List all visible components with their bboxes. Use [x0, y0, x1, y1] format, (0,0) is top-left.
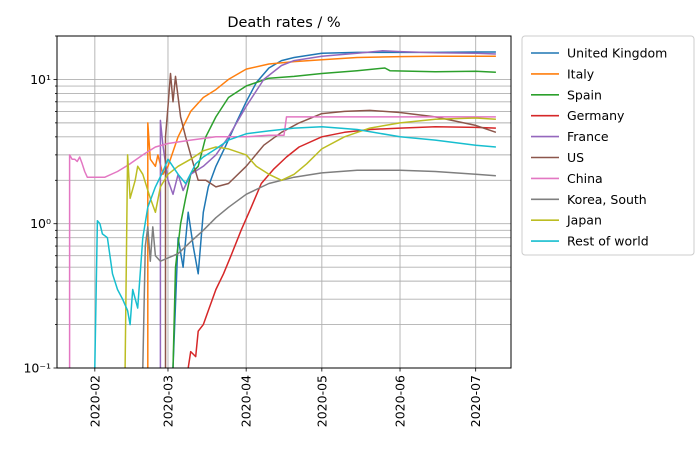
x-tick-label: 2020-05	[314, 375, 329, 427]
legend-entry: Italy	[567, 66, 595, 81]
legend-entry: Rest of world	[567, 234, 649, 249]
series-line-spain	[172, 67, 496, 368]
y-tick-label: 10⁻¹	[23, 361, 51, 376]
legend-entry: US	[567, 150, 584, 165]
series-line-china	[68, 116, 496, 368]
legend-entry: Japan	[566, 213, 602, 228]
plot-area-frame	[56, 35, 512, 369]
y-axis: 10⁻¹ 10⁰ 10¹	[23, 35, 57, 376]
chart-title: Death rates / %	[227, 15, 340, 31]
legend-entry: Korea, South	[567, 192, 647, 207]
series-line-italy	[147, 55, 496, 368]
x-axis: 2020-02 2020-03 2020-04 2020-05 2020-06 2020-…	[87, 368, 483, 427]
grid	[57, 35, 511, 369]
y-tick-label: 10⁰	[30, 216, 51, 231]
series-lines	[68, 50, 497, 368]
series-line-japan	[124, 117, 496, 368]
x-tick-label: 2020-07	[468, 375, 483, 427]
x-tick-label: 2020-02	[87, 375, 102, 427]
series-line-rest-of-world	[94, 125, 496, 368]
legend-entry: Spain	[567, 87, 602, 102]
legend-entry: China	[567, 171, 603, 186]
series-line-united-kingdom	[172, 51, 496, 368]
legend-entry: Germany	[567, 108, 625, 123]
legend: United Kingdom Italy Spain Germany France US C…	[521, 35, 695, 256]
series-line-korea-south	[142, 169, 496, 368]
x-tick-label: 2020-03	[160, 375, 175, 427]
x-tick-label: 2020-06	[393, 375, 408, 427]
legend-box	[521, 35, 695, 256]
x-tick-label: 2020-04	[239, 375, 254, 427]
series-line-germany	[187, 125, 496, 368]
series-line-france	[159, 50, 496, 368]
legend-entry: France	[567, 129, 609, 144]
y-tick-label: 10¹	[30, 72, 51, 87]
legend-entry: United Kingdom	[567, 46, 667, 61]
series-line-us	[164, 72, 497, 368]
